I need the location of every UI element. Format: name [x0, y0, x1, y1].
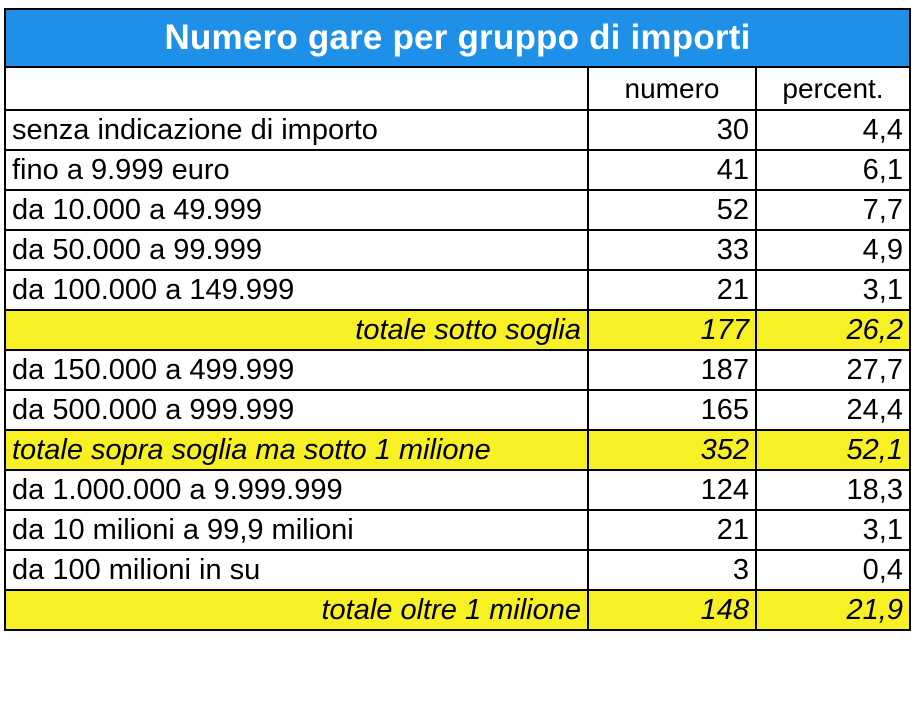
- table-row: da 150.000 a 499.999 187 27,7: [4, 349, 911, 391]
- row-numero: 352: [587, 429, 757, 471]
- row-numero: 21: [587, 509, 757, 551]
- row-numero: 21: [587, 269, 757, 311]
- row-label: da 100.000 a 149.999: [4, 269, 589, 311]
- total-row: totale oltre 1 milione 148 21,9: [4, 589, 911, 631]
- row-label: da 1.000.000 a 9.999.999: [4, 469, 589, 511]
- header-label: [4, 66, 589, 111]
- row-label: da 500.000 a 999.999: [4, 389, 589, 431]
- row-percent: 24,4: [755, 389, 911, 431]
- header-row: numero percent.: [4, 66, 911, 111]
- table-body: senza indicazione di importo 30 4,4 fino a …: [4, 109, 911, 631]
- total-row: totale sopra soglia ma sotto 1 milione 35…: [4, 429, 911, 471]
- row-label: da 10 milioni a 99,9 milioni: [4, 509, 589, 551]
- row-percent: 4,4: [755, 109, 911, 151]
- row-label: da 10.000 a 49.999: [4, 189, 589, 231]
- table-row: da 100.000 a 149.999 21 3,1: [4, 269, 911, 311]
- table-row: da 50.000 a 99.999 33 4,9: [4, 229, 911, 271]
- table-row: da 10 milioni a 99,9 milioni 21 3,1: [4, 509, 911, 551]
- title-row: Numero gare per gruppo di importi: [4, 8, 911, 68]
- table-title: Numero gare per gruppo di importi: [4, 8, 911, 68]
- row-percent: 3,1: [755, 509, 911, 551]
- row-label: da 100 milioni in su: [4, 549, 589, 591]
- row-label: totale oltre 1 milione: [4, 589, 589, 631]
- row-percent: 18,3: [755, 469, 911, 511]
- row-percent: 7,7: [755, 189, 911, 231]
- row-numero: 33: [587, 229, 757, 271]
- row-percent: 3,1: [755, 269, 911, 311]
- row-label: senza indicazione di importo: [4, 109, 589, 151]
- table-row: da 10.000 a 49.999 52 7,7: [4, 189, 911, 231]
- row-label: fino a 9.999 euro: [4, 149, 589, 191]
- table-row: da 1.000.000 a 9.999.999 124 18,3: [4, 469, 911, 511]
- row-numero: 148: [587, 589, 757, 631]
- row-percent: 52,1: [755, 429, 911, 471]
- table-row: fino a 9.999 euro 41 6,1: [4, 149, 911, 191]
- row-label: da 50.000 a 99.999: [4, 229, 589, 271]
- row-percent: 6,1: [755, 149, 911, 191]
- table-row: da 500.000 a 999.999 165 24,4: [4, 389, 911, 431]
- row-percent: 4,9: [755, 229, 911, 271]
- table-container: Numero gare per gruppo di importi numero…: [4, 8, 911, 631]
- row-numero: 187: [587, 349, 757, 391]
- row-numero: 41: [587, 149, 757, 191]
- header-numero: numero: [587, 66, 757, 111]
- row-percent: 21,9: [755, 589, 911, 631]
- row-label: da 150.000 a 499.999: [4, 349, 589, 391]
- header-percent: percent.: [755, 66, 911, 111]
- row-numero: 177: [587, 309, 757, 351]
- row-numero: 124: [587, 469, 757, 511]
- table-row: senza indicazione di importo 30 4,4: [4, 109, 911, 151]
- row-percent: 27,7: [755, 349, 911, 391]
- row-label: totale sotto soglia: [4, 309, 589, 351]
- total-row: totale sotto soglia 177 26,2: [4, 309, 911, 351]
- row-percent: 0,4: [755, 549, 911, 591]
- table-row: da 100 milioni in su 3 0,4: [4, 549, 911, 591]
- row-percent: 26,2: [755, 309, 911, 351]
- gare-table: Numero gare per gruppo di importi numero…: [4, 8, 911, 631]
- row-numero: 3: [587, 549, 757, 591]
- row-numero: 30: [587, 109, 757, 151]
- row-numero: 52: [587, 189, 757, 231]
- row-label: totale sopra soglia ma sotto 1 milione: [4, 429, 589, 471]
- row-numero: 165: [587, 389, 757, 431]
